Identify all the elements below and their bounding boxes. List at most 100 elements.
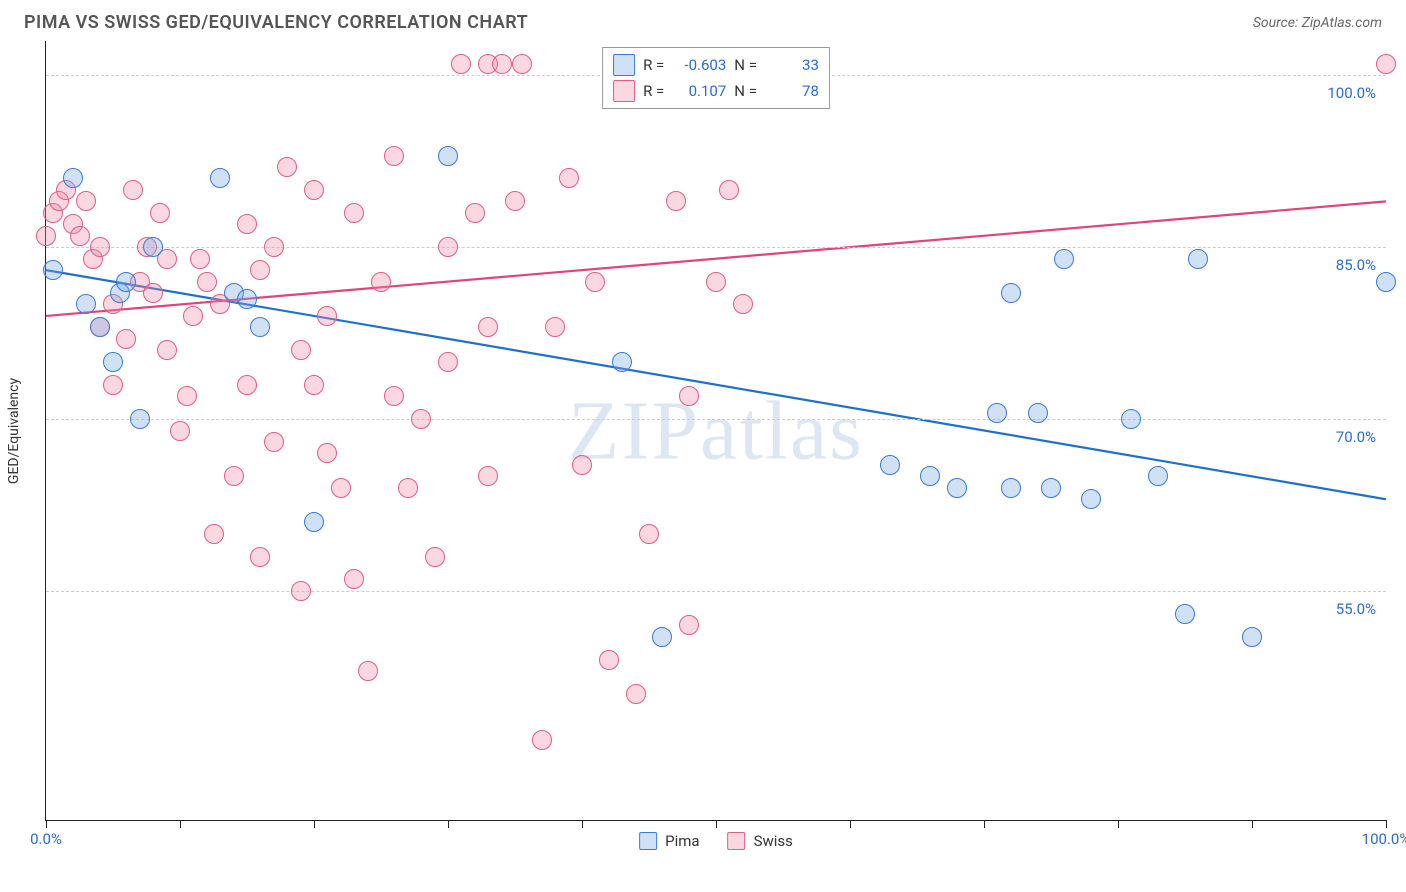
legend-swatch-swiss: [728, 832, 746, 850]
gridline: [46, 591, 1386, 592]
data-point-pima: [920, 466, 940, 486]
trend-lines: [46, 41, 1386, 820]
x-tick: [984, 820, 985, 828]
data-point-swiss: [572, 455, 592, 475]
data-point-swiss: [438, 352, 458, 372]
data-point-swiss: [190, 249, 210, 269]
r-label: R =: [643, 82, 664, 100]
y-tick-label: 100.0%: [1327, 84, 1376, 102]
data-point-swiss: [733, 294, 753, 314]
y-axis-label: GED/Equivalency: [6, 377, 22, 483]
swatch-swiss: [613, 80, 635, 102]
data-point-swiss: [626, 684, 646, 704]
data-point-swiss: [478, 466, 498, 486]
data-point-pima: [987, 403, 1007, 423]
gridline: [46, 419, 1386, 420]
data-point-pima: [1188, 249, 1208, 269]
data-point-pima: [1376, 272, 1396, 292]
data-point-swiss: [344, 569, 364, 589]
data-point-swiss: [76, 191, 96, 211]
x-tick: [1386, 820, 1387, 828]
data-point-swiss: [719, 180, 739, 200]
r-label: R =: [643, 56, 664, 74]
data-point-pima: [210, 168, 230, 188]
legend: Pima Swiss: [639, 832, 793, 850]
data-point-swiss: [505, 191, 525, 211]
legend-swatch-pima: [639, 832, 657, 850]
data-point-pima: [652, 627, 672, 647]
legend-label-pima: Pima: [665, 832, 699, 850]
x-tick: [716, 820, 717, 828]
data-point-swiss: [197, 272, 217, 292]
data-point-pima: [438, 146, 458, 166]
data-point-pima: [90, 317, 110, 337]
data-point-pima: [947, 478, 967, 498]
x-tick: [1118, 820, 1119, 828]
data-point-swiss: [599, 650, 619, 670]
data-point-swiss: [425, 547, 445, 567]
data-point-swiss: [123, 180, 143, 200]
data-point-pima: [63, 168, 83, 188]
data-point-swiss: [384, 146, 404, 166]
data-point-pima: [143, 237, 163, 257]
y-tick-label: 85.0%: [1336, 256, 1376, 274]
legend-item-swiss: Swiss: [728, 832, 793, 850]
y-tick-label: 70.0%: [1336, 428, 1376, 446]
x-tick: [180, 820, 181, 828]
data-point-swiss: [358, 661, 378, 681]
data-point-swiss: [331, 478, 351, 498]
chart-title: PIMA VS SWISS GED/EQUIVALENCY CORRELATIO…: [24, 12, 528, 33]
data-point-swiss: [90, 237, 110, 257]
watermark-text: ZIPatlas: [568, 382, 864, 479]
data-point-swiss: [291, 581, 311, 601]
data-point-swiss: [478, 317, 498, 337]
data-point-swiss: [264, 237, 284, 257]
data-point-swiss: [250, 547, 270, 567]
x-tick: [46, 820, 47, 828]
data-point-swiss: [411, 409, 431, 429]
x-tick: [448, 820, 449, 828]
data-point-swiss: [706, 272, 726, 292]
stats-row-pima: R = -0.603 N = 33: [613, 52, 819, 78]
chart-header: PIMA VS SWISS GED/EQUIVALENCY CORRELATIO…: [0, 0, 1406, 41]
n-value-pima: 33: [765, 56, 819, 74]
data-point-swiss: [304, 375, 324, 395]
data-point-swiss: [204, 524, 224, 544]
data-point-swiss: [237, 375, 257, 395]
data-point-swiss: [512, 54, 532, 74]
data-point-pima: [43, 260, 63, 280]
r-value-swiss: 0.107: [672, 82, 726, 100]
data-point-swiss: [183, 306, 203, 326]
swatch-pima: [613, 54, 635, 76]
data-point-swiss: [157, 340, 177, 360]
data-point-swiss: [264, 432, 284, 452]
data-point-pima: [76, 294, 96, 314]
data-point-swiss: [317, 443, 337, 463]
data-point-pima: [250, 317, 270, 337]
r-value-pima: -0.603: [672, 56, 726, 74]
x-tick-label: 0.0%: [30, 830, 62, 848]
data-point-swiss: [398, 478, 418, 498]
data-point-swiss: [559, 168, 579, 188]
data-point-pima: [103, 352, 123, 372]
n-label: N =: [734, 56, 757, 74]
data-point-pima: [880, 455, 900, 475]
n-label: N =: [734, 82, 757, 100]
data-point-swiss: [451, 54, 471, 74]
data-point-swiss: [666, 191, 686, 211]
data-point-swiss: [177, 386, 197, 406]
x-tick-label: 100.0%: [1362, 830, 1406, 848]
data-point-pima: [304, 512, 324, 532]
data-point-pima: [1054, 249, 1074, 269]
data-point-pima: [1242, 627, 1262, 647]
data-point-pima: [1175, 604, 1195, 624]
data-point-swiss: [384, 386, 404, 406]
data-point-swiss: [317, 306, 337, 326]
data-point-swiss: [532, 730, 552, 750]
correlation-stats-box: R = -0.603 N = 33 R = 0.107 N = 78: [602, 47, 830, 109]
data-point-pima: [612, 352, 632, 372]
data-point-swiss: [70, 226, 90, 246]
chart-area: GED/Equivalency ZIPatlas 55.0%70.0%85.0%…: [45, 41, 1386, 821]
data-point-pima: [1081, 489, 1101, 509]
x-tick: [850, 820, 851, 828]
